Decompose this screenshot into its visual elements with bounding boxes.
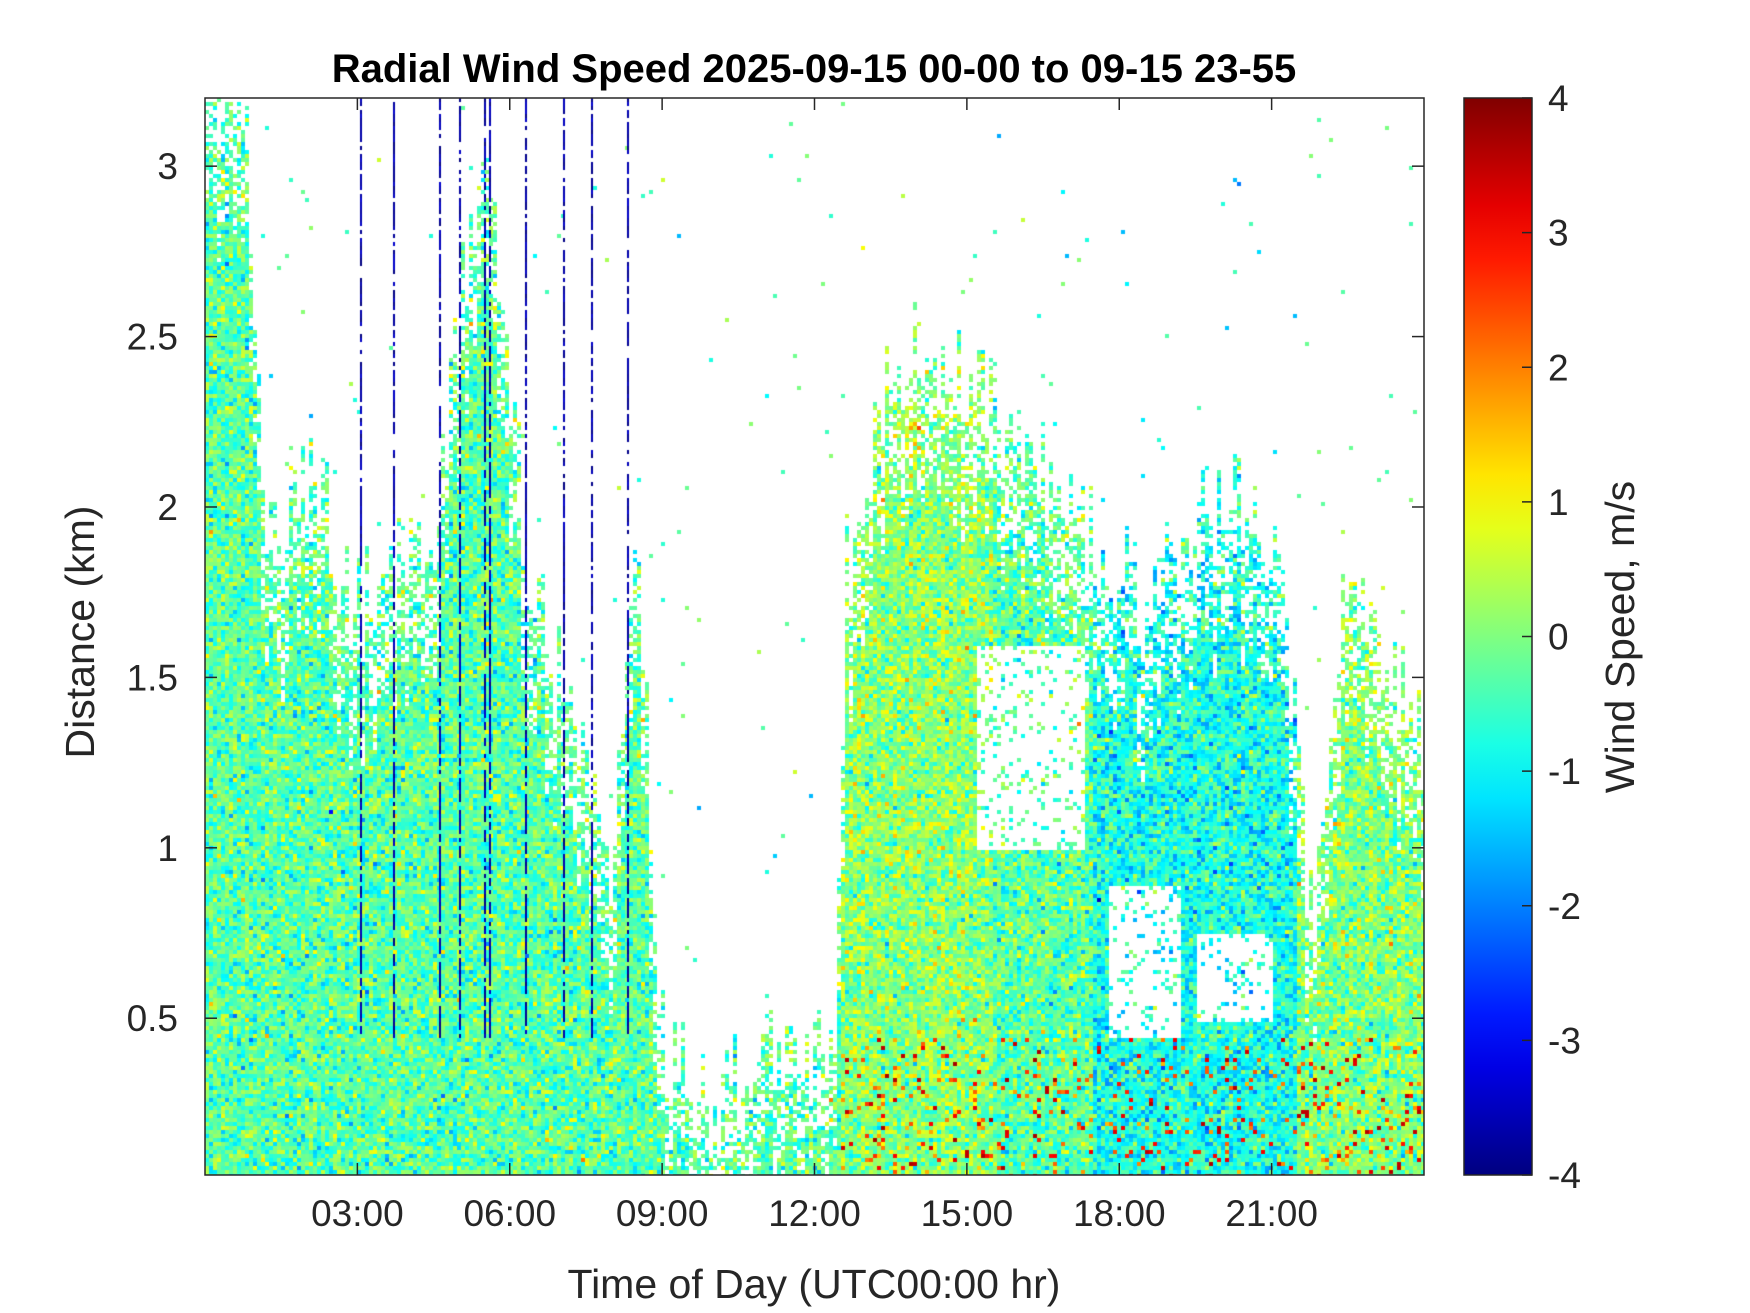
- y-tick-label: 1: [157, 828, 178, 869]
- y-tick-label: 2: [157, 487, 178, 528]
- y-tick-label: 2.5: [127, 317, 178, 358]
- colorbar-tick-label: 2: [1548, 347, 1569, 388]
- colorbar: [1463, 97, 1533, 1176]
- colorbar-label: Wind Speed, m/s: [1597, 481, 1643, 793]
- colorbar-gradient: [1464, 98, 1532, 1175]
- x-tick-label: 12:00: [768, 1193, 861, 1234]
- colorbar-tick-label: 4: [1548, 78, 1569, 119]
- colorbar-ticks: 4 3 2 1 0 -1 -2 -3 -4: [1522, 78, 1581, 1196]
- x-tick-label: 09:00: [616, 1193, 709, 1234]
- y-tick-label: 0.5: [127, 998, 178, 1039]
- x-tick-label: 21:00: [1225, 1193, 1318, 1234]
- colorbar-tick-label: -2: [1548, 886, 1581, 927]
- y-tick-label: 1.5: [127, 657, 178, 698]
- x-axis-ticks: 03:00 06:00 09:00 12:00 15:00 18:00 21:00: [311, 98, 1318, 1234]
- x-tick-label: 18:00: [1073, 1193, 1166, 1234]
- colorbar-tick-label: 3: [1548, 213, 1569, 254]
- y-tick-label: 3: [157, 146, 178, 187]
- heatmap-cells: [205, 98, 1424, 1175]
- y-axis-label: Distance (km): [57, 506, 103, 759]
- x-axis-label: Time of Day (UTC00:00 hr): [568, 1261, 1061, 1307]
- heatmap-image: [205, 98, 1424, 1175]
- x-tick-label: 03:00: [311, 1193, 404, 1234]
- x-tick-label: 15:00: [921, 1193, 1014, 1234]
- colorbar-tick-label: -4: [1548, 1155, 1581, 1196]
- colorbar-tick-label: -3: [1548, 1020, 1581, 1061]
- colorbar-tick-label: 0: [1548, 617, 1569, 658]
- chart-title: Radial Wind Speed 2025-09-15 00-00 to 09…: [332, 47, 1297, 91]
- x-tick-label: 06:00: [463, 1193, 556, 1234]
- colorbar-tick-label: 1: [1548, 482, 1569, 523]
- y-axis-ticks: 0.5 1 1.5 2 2.5 3: [127, 146, 1424, 1039]
- colorbar-tick-label: -1: [1548, 751, 1581, 792]
